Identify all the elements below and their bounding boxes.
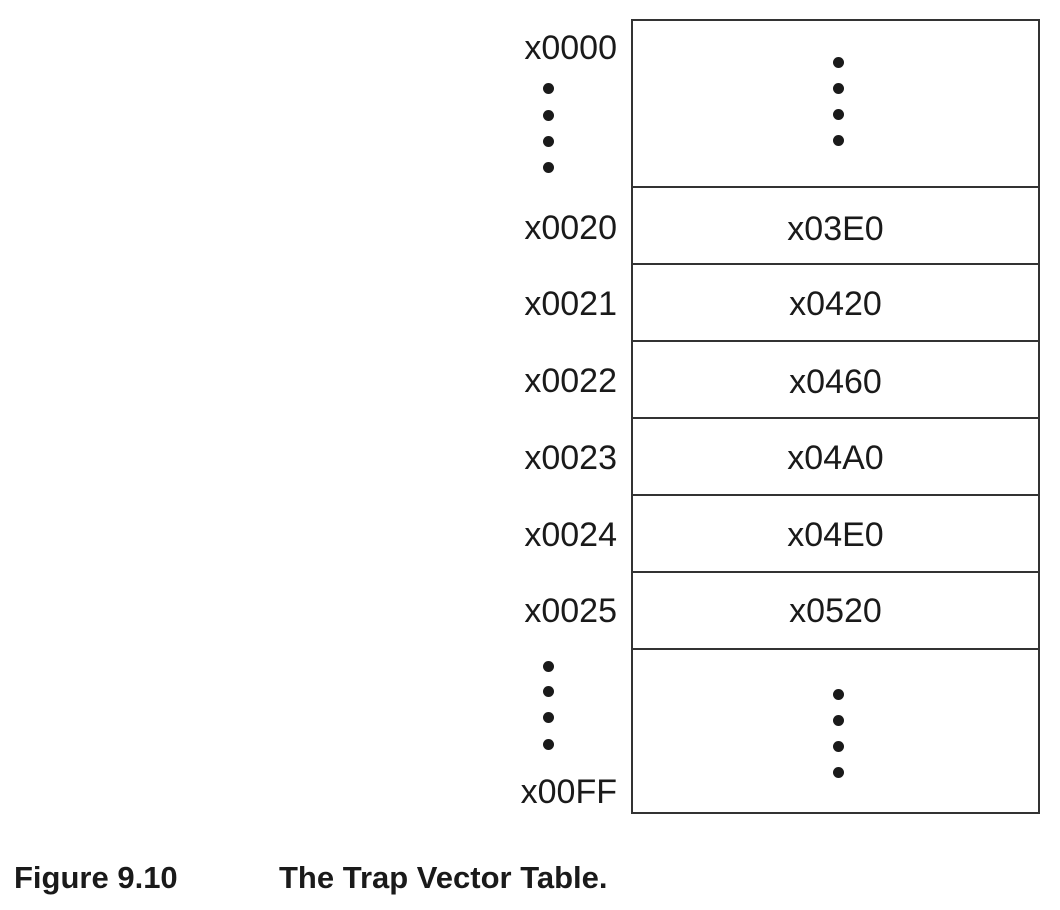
address-label: x0023 [524, 439, 617, 477]
vector-value: x0420 [789, 285, 882, 323]
ellipsis-dot [833, 767, 844, 778]
row-divider [633, 571, 1038, 573]
ellipsis-dot [543, 686, 554, 697]
figure-caption: Figure 9.10 The Trap Vector Table. [14, 862, 607, 893]
vector-value: x0460 [789, 363, 882, 401]
row-divider [633, 648, 1038, 650]
ellipsis-dot [543, 136, 554, 147]
figure-number: Figure 9.10 [14, 860, 178, 895]
ellipsis-dot [833, 109, 844, 120]
vector-value: x04A0 [787, 439, 884, 477]
ellipsis-dot [833, 83, 844, 94]
row-divider [633, 186, 1038, 188]
address-label: x0025 [524, 592, 617, 630]
ellipsis-dot [543, 83, 554, 94]
address-label: x0022 [524, 362, 617, 400]
ellipsis-dot [543, 739, 554, 750]
ellipsis-dot [543, 661, 554, 672]
ellipsis-dot [543, 110, 554, 121]
ellipsis-dot [543, 162, 554, 173]
address-label-start: x0000 [524, 29, 617, 67]
address-label: x0020 [524, 209, 617, 247]
figure-title: The Trap Vector Table. [279, 860, 608, 895]
row-divider [633, 263, 1038, 265]
ellipsis-dot [543, 712, 554, 723]
address-label: x0024 [524, 516, 617, 554]
ellipsis-dot [833, 689, 844, 700]
row-divider [633, 494, 1038, 496]
row-divider [633, 417, 1038, 419]
vector-value: x0520 [789, 592, 882, 630]
row-divider [633, 340, 1038, 342]
vector-value: x03E0 [787, 210, 884, 248]
ellipsis-dot [833, 741, 844, 752]
memory-table: x03E0 x0420 x0460 x04A0 x04E0 x0520 [631, 19, 1040, 814]
ellipsis-dot [833, 715, 844, 726]
address-label: x0021 [524, 285, 617, 323]
vector-value: x04E0 [787, 516, 884, 554]
ellipsis-dot [833, 135, 844, 146]
ellipsis-dot [833, 57, 844, 68]
address-label-end: x00FF [520, 773, 617, 811]
